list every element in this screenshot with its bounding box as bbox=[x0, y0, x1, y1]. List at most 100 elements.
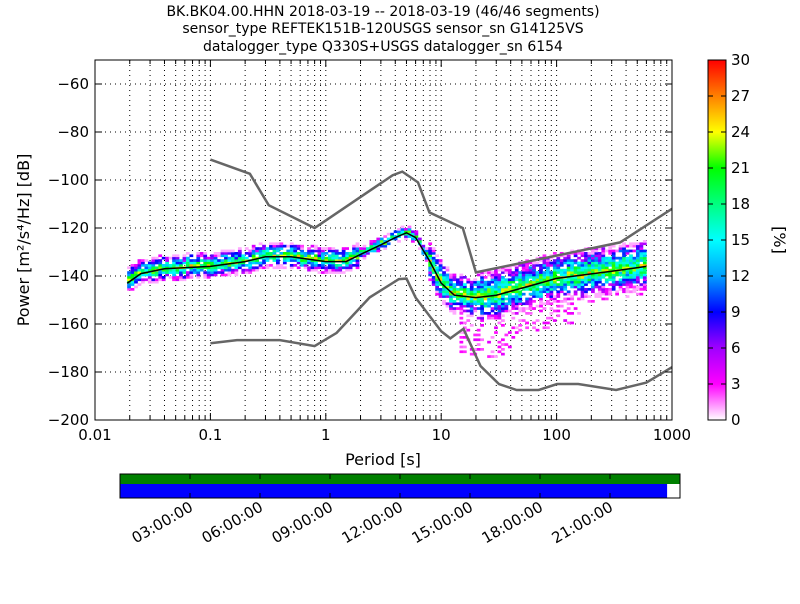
histogram-cell bbox=[487, 297, 491, 301]
histogram-cell bbox=[366, 247, 370, 250]
histogram-cell bbox=[507, 309, 512, 313]
histogram-cell bbox=[348, 254, 353, 258]
histogram-cell bbox=[539, 290, 543, 294]
histogram-cell bbox=[217, 254, 221, 258]
histogram-cell bbox=[552, 276, 557, 279]
histogram-cell bbox=[258, 247, 263, 250]
histogram-cell bbox=[321, 247, 325, 250]
histogram-cell bbox=[248, 266, 253, 270]
histogram-cell bbox=[456, 297, 460, 301]
histogram-cell bbox=[518, 328, 523, 332]
histogram-cell bbox=[639, 285, 644, 289]
histogram-cell bbox=[539, 283, 543, 286]
histogram-cell bbox=[258, 242, 263, 246]
histogram-cell bbox=[608, 290, 613, 294]
histogram-cell bbox=[459, 345, 464, 349]
histogram-cell bbox=[435, 259, 440, 262]
histogram-cell bbox=[539, 302, 543, 306]
histogram-cell bbox=[501, 338, 505, 342]
histogram-cell bbox=[165, 259, 170, 262]
histogram-cell bbox=[469, 309, 474, 313]
histogram-cell bbox=[386, 232, 391, 236]
histogram-cell bbox=[466, 290, 471, 294]
histogram-cell bbox=[310, 268, 315, 272]
histogram-cell bbox=[449, 295, 453, 298]
histogram-cell bbox=[570, 271, 575, 274]
histogram-cell bbox=[151, 268, 156, 272]
histogram-cell bbox=[452, 295, 457, 298]
histogram-cell bbox=[566, 264, 571, 267]
histogram-cell bbox=[400, 230, 405, 234]
histogram-cell bbox=[632, 280, 637, 284]
histogram-cell bbox=[501, 285, 505, 289]
histogram-cell bbox=[383, 244, 388, 248]
histogram-cell bbox=[206, 273, 211, 277]
histogram-cell bbox=[591, 280, 595, 284]
histogram-cell bbox=[542, 321, 547, 325]
histogram-cell bbox=[331, 259, 336, 262]
histogram-cell bbox=[158, 264, 163, 267]
histogram-cell bbox=[314, 249, 318, 253]
histogram-cell bbox=[604, 261, 609, 265]
histogram-cell bbox=[622, 280, 626, 284]
histogram-cell bbox=[597, 261, 602, 265]
histogram-cell bbox=[636, 292, 640, 296]
histogram-cell bbox=[483, 290, 488, 294]
histogram-cell bbox=[189, 264, 194, 267]
histogram-cell bbox=[511, 307, 516, 310]
histogram-cell bbox=[165, 268, 170, 272]
histogram-cell bbox=[535, 290, 540, 294]
histogram-cell bbox=[241, 261, 246, 265]
histogram-cell bbox=[213, 252, 218, 255]
histogram-cell bbox=[237, 259, 242, 262]
histogram-cell bbox=[265, 259, 270, 262]
histogram-cell bbox=[594, 266, 599, 270]
histogram-cell bbox=[507, 273, 512, 277]
histogram-cell bbox=[383, 235, 388, 238]
histogram-cell bbox=[147, 264, 152, 267]
histogram-cell bbox=[217, 266, 221, 270]
histogram-cell bbox=[331, 268, 336, 272]
histogram-cell bbox=[535, 273, 540, 277]
histogram-cell bbox=[213, 268, 218, 272]
histogram-cell bbox=[276, 254, 280, 258]
histogram-cell bbox=[573, 261, 578, 265]
histogram-cell bbox=[134, 278, 138, 282]
histogram-cell bbox=[348, 268, 353, 272]
histogram-cell bbox=[518, 264, 523, 267]
histogram-cell bbox=[507, 300, 512, 303]
histogram-cell bbox=[334, 254, 339, 258]
histogram-cell bbox=[501, 276, 505, 279]
curves bbox=[126, 158, 672, 392]
histogram-cell bbox=[459, 309, 464, 313]
histogram-cell bbox=[289, 247, 294, 250]
histogram-cell bbox=[597, 273, 602, 277]
histogram-cell bbox=[372, 240, 377, 243]
histogram-cell bbox=[161, 271, 166, 274]
histogram-cell bbox=[611, 254, 616, 258]
histogram-cell bbox=[549, 256, 554, 260]
histogram-cell bbox=[501, 302, 505, 306]
histogram-cell bbox=[504, 268, 509, 272]
histogram-cell bbox=[608, 261, 613, 265]
histogram-cell bbox=[580, 290, 585, 294]
histogram-cell bbox=[234, 273, 239, 277]
histogram-cell bbox=[584, 261, 588, 265]
histogram-cell bbox=[282, 254, 287, 258]
histogram-cell bbox=[317, 264, 322, 267]
histogram-cell bbox=[514, 326, 519, 330]
histogram-cell bbox=[563, 285, 568, 289]
histogram-cell bbox=[535, 278, 540, 282]
histogram-cell bbox=[642, 252, 647, 255]
histogram-cell bbox=[494, 316, 498, 320]
histogram-cell bbox=[549, 276, 554, 279]
histogram-cell bbox=[584, 280, 588, 284]
histogram-cell bbox=[542, 290, 547, 294]
histogram-cell bbox=[355, 249, 360, 253]
histogram-cell bbox=[546, 261, 550, 265]
histogram-cell bbox=[431, 278, 436, 282]
histogram-cell bbox=[199, 254, 204, 258]
histogram-cell bbox=[442, 302, 446, 306]
histogram-cell bbox=[552, 278, 557, 282]
histogram-cell bbox=[521, 280, 526, 284]
